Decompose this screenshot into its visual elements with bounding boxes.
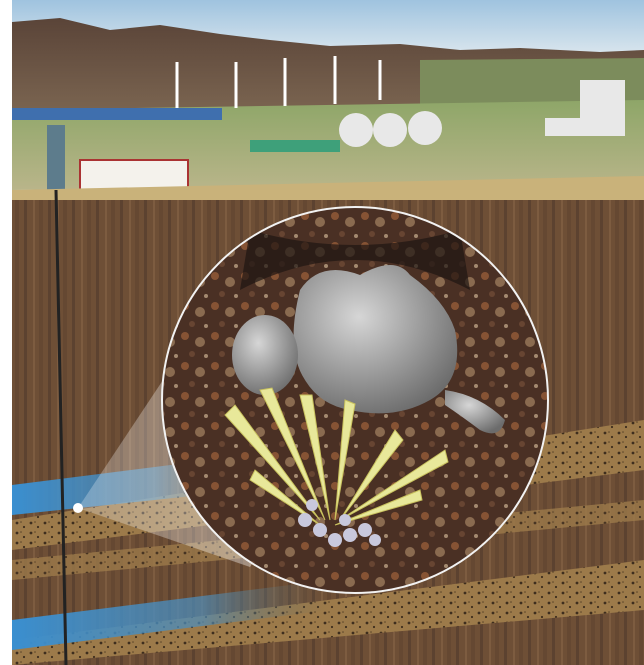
solar-panels: [12, 108, 222, 120]
well-pipe: [54, 189, 68, 665]
sample-point: [73, 503, 83, 513]
magnifier-rim: [161, 206, 549, 594]
building: [79, 159, 189, 191]
tanks: [339, 80, 625, 147]
magnified-view: [162, 207, 548, 593]
green-structure: [250, 140, 340, 152]
surface-edge: [12, 176, 644, 205]
well-tower: [47, 125, 65, 195]
gravel-layer: [12, 560, 644, 665]
aquifer: [12, 580, 330, 650]
wind-turbines: [175, 56, 382, 108]
